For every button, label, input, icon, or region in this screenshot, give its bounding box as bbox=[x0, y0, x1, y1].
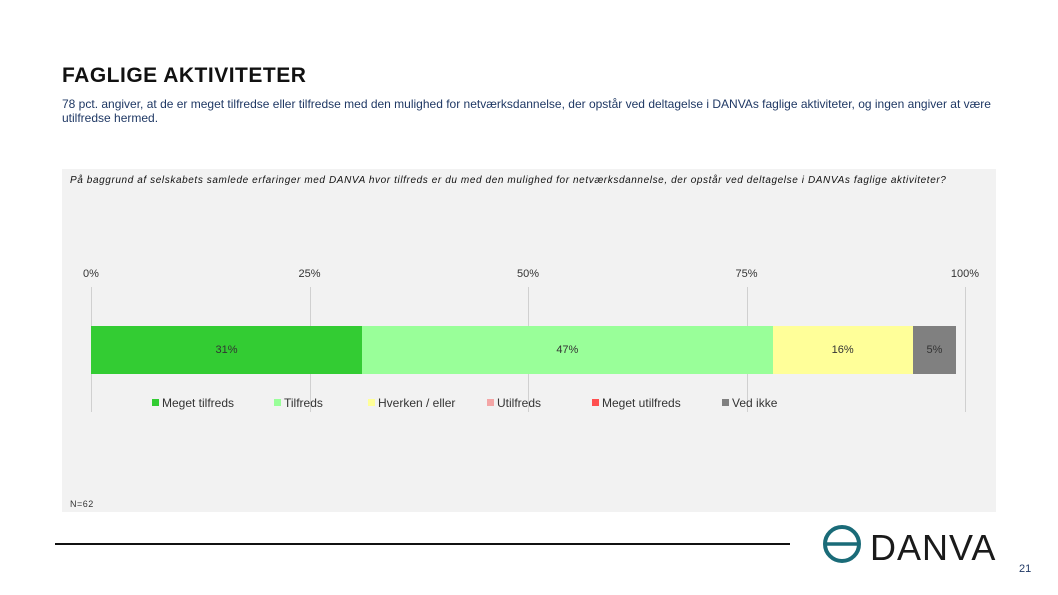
legend-label: Hverken / eller bbox=[378, 396, 456, 410]
legend-swatch bbox=[274, 399, 281, 406]
legend-label: Tilfreds bbox=[284, 396, 323, 410]
legend-item: Ved ikke bbox=[722, 396, 777, 410]
legend-item: Utilfreds bbox=[487, 396, 541, 410]
danva-logo-text: DANVA bbox=[870, 527, 996, 566]
legend-label: Meget tilfreds bbox=[162, 396, 235, 410]
danva-logo-mark bbox=[823, 525, 861, 563]
bar-segment bbox=[912, 326, 957, 374]
legend-swatch bbox=[368, 399, 375, 406]
x-tick-label: 0% bbox=[83, 268, 99, 280]
legend-swatch bbox=[592, 399, 599, 406]
page-subtitle: 78 pct. angiver, at de er meget tilfreds… bbox=[62, 97, 991, 125]
legend-swatch bbox=[487, 399, 494, 406]
x-tick-label: 75% bbox=[735, 268, 758, 280]
x-tick-label: 100% bbox=[950, 268, 980, 280]
legend-label: Utilfreds bbox=[497, 396, 542, 410]
danva-logo: DANVA bbox=[823, 525, 996, 566]
legend-swatch bbox=[152, 399, 159, 406]
bar-segment bbox=[772, 326, 913, 374]
sample-size-label: N=62 bbox=[70, 499, 94, 509]
bar-segment bbox=[91, 326, 362, 374]
legend-item: Tilfreds bbox=[274, 396, 323, 410]
chart-legend: Meget tilfreds Tilfreds Hverken / eller Uti… bbox=[152, 396, 952, 410]
legend-swatch bbox=[722, 399, 729, 406]
chart-question: På baggrund af selskabets samlede erfari… bbox=[70, 175, 947, 186]
data-label: 31% bbox=[215, 344, 238, 356]
chart-panel: På baggrund af selskabets samlede erfari… bbox=[62, 169, 996, 512]
data-label: 47% bbox=[556, 344, 579, 356]
page-title: FAGLIGE AKTIVITETER bbox=[62, 64, 307, 87]
legend-item: Meget tilfreds bbox=[152, 396, 234, 410]
gridline bbox=[965, 287, 966, 412]
data-label: 5% bbox=[926, 344, 943, 356]
legend-label: Meget utilfreds bbox=[602, 396, 681, 410]
data-label: 16% bbox=[831, 344, 854, 356]
page-number: 21 bbox=[1019, 563, 1032, 575]
legend-label: Ved ikke bbox=[732, 396, 778, 410]
legend-item: Hverken / eller bbox=[368, 396, 455, 410]
footer-divider bbox=[55, 543, 790, 545]
x-tick-label: 50% bbox=[516, 268, 540, 280]
x-tick-label: 25% bbox=[298, 268, 321, 280]
bar-segment bbox=[361, 326, 773, 374]
legend-item: Meget utilfreds bbox=[592, 396, 681, 410]
